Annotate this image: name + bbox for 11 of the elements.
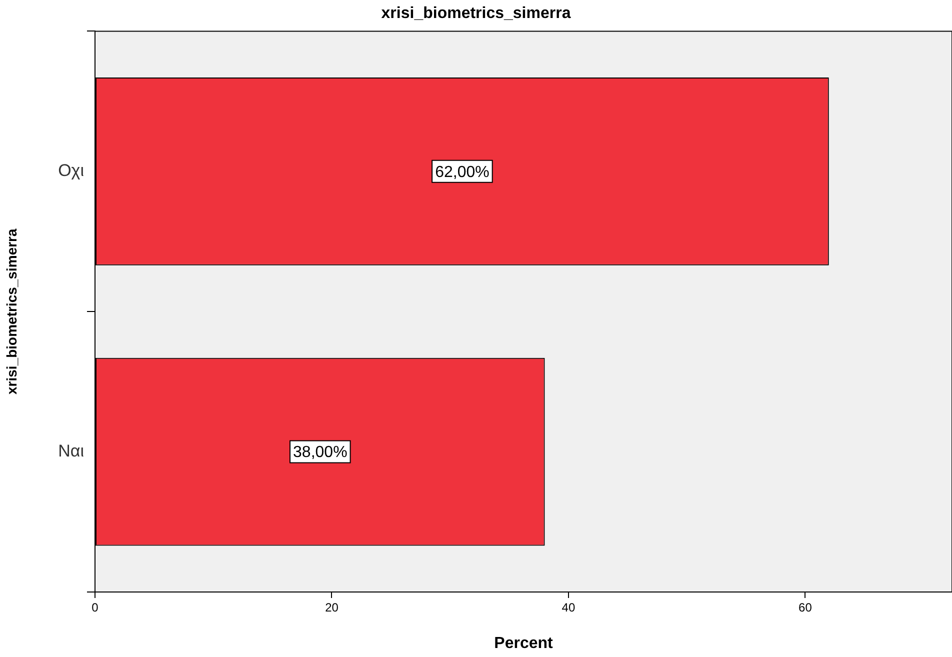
x-axis-title: Percent [494, 634, 554, 652]
x-tick-label: 60 [798, 600, 812, 615]
y-tick-label: Ναι [58, 441, 84, 460]
data-label: 38,00% [293, 444, 348, 462]
y-tick-label: Οχι [58, 161, 84, 180]
x-tick-label: 20 [325, 600, 339, 615]
chart-title: xrisi_biometrics_simerra [381, 5, 571, 22]
y-axis-title: xrisi_biometrics_simerra [3, 228, 20, 394]
x-tick-label: 0 [92, 600, 99, 615]
x-tick-label: 40 [562, 600, 576, 615]
data-label: 62,00% [435, 164, 490, 181]
